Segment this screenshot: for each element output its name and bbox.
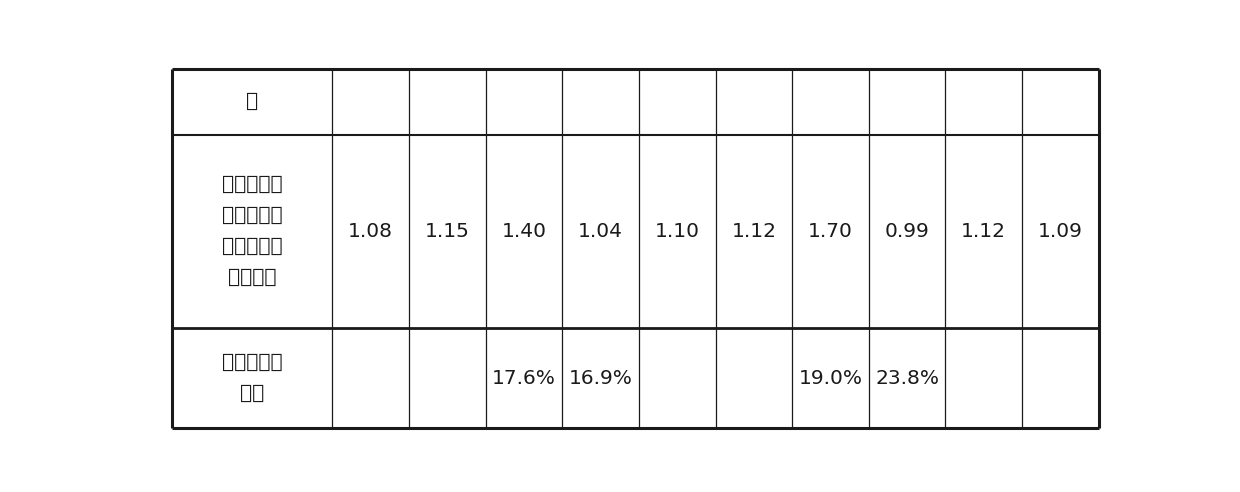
Text: 0.99: 0.99 bbox=[885, 222, 930, 241]
Text: 1.10: 1.10 bbox=[655, 222, 699, 241]
Text: 1.40: 1.40 bbox=[501, 222, 547, 241]
Text: 1.12: 1.12 bbox=[961, 222, 1007, 241]
Text: 1.04: 1.04 bbox=[578, 222, 624, 241]
Text: 1.09: 1.09 bbox=[1038, 222, 1083, 241]
Text: 实施例一制
备的耐氯耐
污染聚酰胺
反渗透膜: 实施例一制 备的耐氯耐 污染聚酰胺 反渗透膜 bbox=[222, 175, 283, 287]
Text: 17.6%: 17.6% bbox=[492, 369, 556, 388]
Text: 耐氯性提高
比例: 耐氯性提高 比例 bbox=[222, 353, 283, 403]
Text: 膜: 膜 bbox=[247, 92, 258, 111]
Text: 1.70: 1.70 bbox=[808, 222, 853, 241]
Text: 1.12: 1.12 bbox=[732, 222, 776, 241]
Text: 1.15: 1.15 bbox=[425, 222, 470, 241]
Text: 16.9%: 16.9% bbox=[569, 369, 632, 388]
Text: 1.08: 1.08 bbox=[348, 222, 393, 241]
Text: 19.0%: 19.0% bbox=[799, 369, 863, 388]
Text: 23.8%: 23.8% bbox=[875, 369, 939, 388]
